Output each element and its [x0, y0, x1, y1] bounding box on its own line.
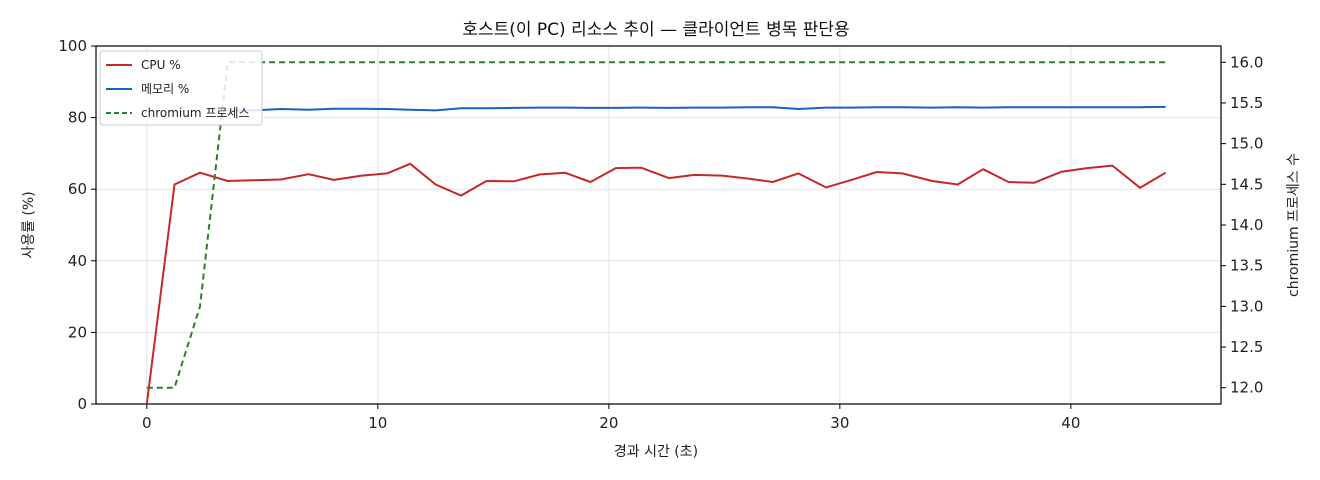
legend-label-2: chromium 프로세스	[141, 106, 250, 120]
series-line-2	[146, 61, 1166, 389]
left-y-axis: 0 20 40 60 80 100	[58, 37, 96, 413]
y2-tick-label: 15.5	[1230, 94, 1263, 112]
x-axis: 0 10 20 30 40	[142, 404, 1080, 432]
y-tick-label: 20	[68, 323, 87, 341]
series-line-1	[227, 105, 1166, 112]
x-tick-label: 10	[368, 414, 387, 432]
y-axis-label: 사용률 (%)	[21, 191, 37, 258]
y2-tick-label: 16.0	[1230, 53, 1263, 71]
legend: CPU % 메모리 % chromium 프로세스	[99, 50, 263, 126]
y2-tick-label: 13.5	[1230, 257, 1263, 275]
x-tick-label: 40	[1061, 414, 1080, 432]
right-y-axis: 12.0 12.5 13.0 13.5 14.0 14.5 15.0 15.5 16.0	[1221, 53, 1263, 397]
y2-tick-label: 14.5	[1230, 175, 1263, 193]
x-tick-label: 20	[599, 414, 618, 432]
y-tick-label: 60	[68, 180, 87, 198]
series-line-0	[145, 162, 1167, 405]
y-tick-label: 80	[68, 109, 87, 127]
x-axis-label: 경과 시간 (초)	[614, 444, 698, 460]
plot-frame	[95, 45, 1222, 405]
y-tick-label: 0	[77, 395, 87, 413]
y-tick-label: 40	[68, 252, 87, 270]
y2-tick-label: 14.0	[1230, 216, 1263, 234]
y-tick-label: 100	[58, 37, 87, 55]
y2-tick-label: 12.5	[1230, 338, 1263, 356]
chart-title: 호스트(이 PC) 리소스 추이 — 클라이언트 병목 판단용	[462, 20, 849, 40]
series-layer	[145, 61, 1167, 405]
y2-tick-label: 12.0	[1230, 379, 1263, 397]
x-tick-label: 30	[830, 414, 849, 432]
y2-tick-label: 15.0	[1230, 135, 1263, 153]
y2-axis-label: chromium 프로세스 수	[1286, 153, 1302, 297]
legend-label-1: 메모리 %	[141, 82, 189, 96]
y2-tick-label: 13.0	[1230, 297, 1263, 315]
x-tick-label: 0	[142, 414, 152, 432]
legend-box	[99, 50, 263, 126]
legend-label-0: CPU %	[141, 58, 181, 72]
grid	[96, 45, 1221, 405]
